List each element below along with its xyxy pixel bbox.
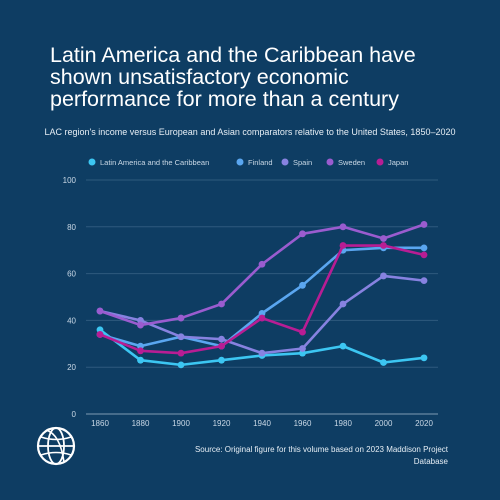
data-point [380, 242, 387, 249]
series-3 [96, 221, 428, 329]
data-point [420, 354, 428, 362]
data-point [258, 349, 266, 357]
data-point [380, 235, 387, 242]
x-tick-label: 2000 [375, 419, 393, 428]
data-point [299, 345, 306, 352]
x-tick-label: 1980 [334, 419, 352, 428]
x-tick-label: 1940 [253, 419, 271, 428]
data-point [339, 223, 347, 231]
chart-subtitle: LAC region's income versus European and … [44, 127, 456, 137]
legend-item: Latin America and the Caribbean [88, 158, 209, 167]
legend-label: Japan [388, 158, 408, 167]
data-point [420, 244, 428, 252]
x-tick-label: 1900 [172, 419, 190, 428]
data-point [137, 347, 144, 355]
series-1 [96, 244, 428, 350]
data-point [339, 300, 347, 308]
data-point [177, 314, 185, 322]
data-point [299, 349, 306, 357]
legend-swatch [326, 158, 334, 166]
data-point [137, 317, 144, 324]
legend-label: Latin America and the Caribbean [100, 158, 209, 167]
data-point [137, 342, 144, 350]
y-tick-label: 40 [67, 316, 76, 325]
data-point [420, 277, 428, 285]
series-0 [96, 326, 428, 369]
data-point [96, 331, 104, 338]
data-point [420, 251, 428, 259]
data-point [380, 272, 387, 280]
data-point [258, 314, 266, 322]
x-axis-ticks: 1860 1880 1900 1920 1940 1960 1980 2000 2020 [91, 419, 433, 428]
data-point [96, 307, 104, 315]
data-point [177, 333, 185, 341]
legend-label: Finland [248, 158, 273, 167]
source-note: Source: Original figure for this volume … [194, 445, 448, 466]
data-point [218, 356, 225, 364]
legend-label: Sweden [338, 158, 365, 167]
y-tick-label: 60 [67, 270, 76, 279]
legend-swatch [376, 158, 384, 166]
y-tick-label: 0 [72, 410, 77, 419]
data-point [299, 230, 306, 238]
chart-series [96, 221, 428, 369]
data-point [258, 260, 266, 268]
data-point [299, 328, 306, 336]
data-point [420, 221, 428, 228]
x-tick-label: 1920 [213, 419, 231, 428]
y-tick-label: 80 [67, 223, 76, 232]
legend-item: Sweden [326, 158, 365, 167]
x-tick-label: 1880 [132, 419, 150, 428]
series-4 [96, 242, 428, 357]
data-point [380, 359, 387, 366]
y-tick-label: 100 [63, 176, 77, 185]
data-point [137, 321, 144, 329]
legend-swatch [281, 158, 289, 166]
data-point [177, 361, 185, 369]
data-point [218, 342, 225, 350]
globe-icon [34, 424, 78, 473]
legend-item: Finland [236, 158, 273, 167]
y-tick-label: 20 [67, 363, 76, 372]
chart-grid [86, 179, 438, 415]
data-point [339, 242, 347, 249]
y-axis-ticks: 0 20 40 60 80 100 [63, 176, 77, 419]
x-tick-label: 1860 [91, 419, 109, 428]
chart-legend: Latin America and the Caribbean Finland Sp… [88, 158, 408, 167]
data-point [258, 309, 266, 317]
data-point [96, 326, 104, 334]
x-tick-label: 1960 [294, 419, 312, 428]
legend-swatch [88, 158, 96, 166]
data-point [218, 335, 225, 343]
data-point [137, 356, 144, 364]
data-point [339, 342, 347, 350]
x-tick-label: 2020 [415, 419, 433, 428]
data-point [177, 349, 185, 357]
data-point [299, 281, 306, 289]
series-line [99, 328, 425, 367]
page-title: Latin America and the Caribbean have sho… [50, 43, 416, 111]
legend-label: Spain [293, 158, 312, 167]
legend-item: Spain [281, 158, 312, 167]
legend-swatch [236, 158, 244, 166]
legend-item: Japan [376, 158, 408, 167]
data-point [218, 300, 225, 308]
